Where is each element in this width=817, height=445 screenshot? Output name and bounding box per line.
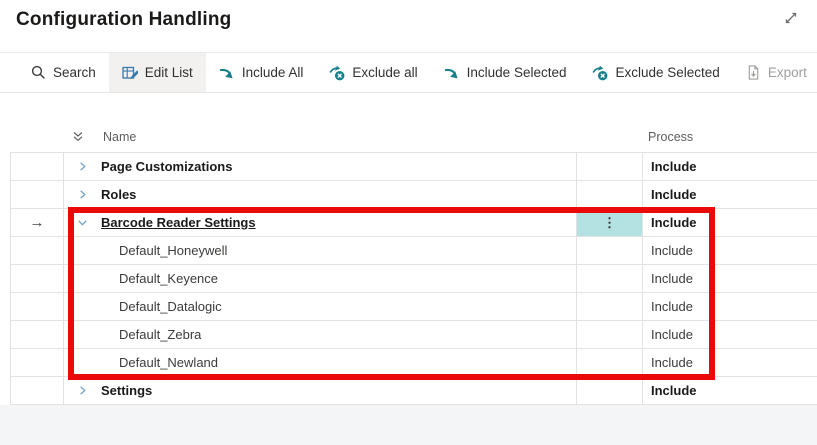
name-cell[interactable]: Barcode Reader Settings xyxy=(64,209,577,236)
process-cell[interactable]: Include xyxy=(651,215,697,230)
diagonal-resize-icon xyxy=(782,9,800,32)
exclude-selected-button[interactable]: Exclude Selected xyxy=(579,53,732,92)
include-all-button[interactable]: Include All xyxy=(206,53,317,92)
table-row[interactable]: Page Customizations Include xyxy=(11,153,817,181)
row-selector-cell[interactable] xyxy=(11,237,64,264)
chevron-right-icon[interactable] xyxy=(77,161,88,172)
row-name-text: Roles xyxy=(101,187,137,202)
process-cell[interactable]: Include xyxy=(651,187,697,202)
chevron-right-icon[interactable] xyxy=(77,385,88,396)
row-name-text: Barcode Reader Settings xyxy=(101,215,256,230)
column-header-process[interactable]: Process xyxy=(648,130,694,144)
process-cell[interactable]: Include xyxy=(651,383,697,398)
row-menu-cell[interactable] xyxy=(577,237,643,264)
name-cell[interactable]: Default_Datalogic xyxy=(64,293,577,320)
name-cell[interactable]: Default_Zebra xyxy=(64,321,577,348)
row-selector-cell[interactable] xyxy=(11,349,64,376)
table-body: Page Customizations Include Roles Include → B… xyxy=(10,152,817,405)
row-selector-cell[interactable] xyxy=(11,377,64,404)
include-selected-button[interactable]: Include Selected xyxy=(431,53,580,92)
column-header-name[interactable]: Name xyxy=(103,130,137,144)
row-selector-cell[interactable] xyxy=(11,265,64,292)
exclude-arrow-icon xyxy=(592,65,608,81)
row-menu-cell[interactable] xyxy=(577,293,643,320)
export-button-label: Export xyxy=(767,65,807,80)
row-selector-cell[interactable]: → xyxy=(11,209,64,236)
include-arrow-icon xyxy=(219,65,235,81)
row-name-text: Settings xyxy=(101,383,153,398)
row-menu-cell[interactable] xyxy=(577,377,643,404)
table-row[interactable]: Default_Honeywell Include xyxy=(11,237,817,265)
name-cell[interactable]: Settings xyxy=(64,377,577,404)
table-row[interactable]: Default_Datalogic Include xyxy=(11,293,817,321)
exclude-selected-button-label: Exclude Selected xyxy=(615,65,720,80)
process-cell[interactable]: Include xyxy=(651,159,697,174)
row-menu-cell[interactable]: ⋮ xyxy=(577,209,643,236)
name-cell[interactable]: Page Customizations xyxy=(64,153,577,180)
footer-strip xyxy=(0,405,817,445)
search-button-label: Search xyxy=(53,65,96,80)
expand-page-button[interactable] xyxy=(779,8,803,32)
edit-list-button[interactable]: Edit List xyxy=(108,53,206,92)
name-cell[interactable]: Roles xyxy=(64,181,577,208)
search-icon xyxy=(31,65,46,80)
edit-list-icon xyxy=(122,65,138,81)
row-name-text: Default_Honeywell xyxy=(119,243,228,258)
chevron-down-icon[interactable] xyxy=(77,217,88,228)
row-more-options-icon[interactable]: ⋮ xyxy=(603,215,616,230)
row-selector-cell[interactable] xyxy=(11,293,64,320)
include-all-button-label: Include All xyxy=(241,65,304,80)
action-toolbar: Search Edit List Include All xyxy=(0,52,817,93)
row-selector-cell[interactable] xyxy=(11,181,64,208)
row-selector-cell[interactable] xyxy=(11,153,64,180)
name-cell[interactable]: Default_Newland xyxy=(64,349,577,376)
search-button[interactable]: Search xyxy=(18,53,109,92)
process-cell[interactable]: Include xyxy=(651,327,693,342)
table-row[interactable]: Default_Newland Include xyxy=(11,349,817,377)
export-icon xyxy=(746,65,761,80)
row-menu-cell[interactable] xyxy=(577,181,643,208)
row-menu-cell[interactable] xyxy=(577,265,643,292)
table-row[interactable]: Settings Include xyxy=(11,377,817,405)
process-cell[interactable]: Include xyxy=(651,271,693,286)
row-name-text: Page Customizations xyxy=(101,159,233,174)
include-arrow-icon xyxy=(444,65,460,81)
name-cell[interactable]: Default_Keyence xyxy=(64,265,577,292)
table-row[interactable]: Default_Zebra Include xyxy=(11,321,817,349)
include-selected-button-label: Include Selected xyxy=(466,65,567,80)
page-header: Configuration Handling xyxy=(0,0,817,52)
process-cell[interactable]: Include xyxy=(651,355,693,370)
exclude-arrow-icon xyxy=(329,65,345,81)
edit-list-button-label: Edit List xyxy=(144,65,193,80)
grid-header: Name Process xyxy=(10,127,817,152)
exclude-all-button-label: Exclude all xyxy=(352,65,418,80)
table-row[interactable]: Default_Keyence Include xyxy=(11,265,817,293)
table-row[interactable]: → Barcode Reader Settings ⋮ Include xyxy=(11,209,817,237)
row-menu-cell[interactable] xyxy=(577,349,643,376)
process-cell[interactable]: Include xyxy=(651,299,693,314)
row-menu-cell[interactable] xyxy=(577,153,643,180)
current-row-arrow-icon: → xyxy=(29,214,45,231)
row-name-text: Default_Newland xyxy=(119,355,219,370)
collapse-all-icon[interactable] xyxy=(71,130,85,147)
table-row[interactable]: Roles Include xyxy=(11,181,817,209)
row-name-text: Default_Zebra xyxy=(119,327,202,342)
process-cell[interactable]: Include xyxy=(651,243,693,258)
page-title: Configuration Handling xyxy=(16,9,232,30)
row-name-text: Default_Keyence xyxy=(119,271,219,286)
exclude-all-button[interactable]: Exclude all xyxy=(316,53,430,92)
chevron-right-icon[interactable] xyxy=(77,189,88,200)
row-menu-cell[interactable] xyxy=(577,321,643,348)
row-name-text: Default_Datalogic xyxy=(119,299,222,314)
name-cell[interactable]: Default_Honeywell xyxy=(64,237,577,264)
export-button[interactable]: Export xyxy=(733,53,817,92)
row-selector-cell[interactable] xyxy=(11,321,64,348)
